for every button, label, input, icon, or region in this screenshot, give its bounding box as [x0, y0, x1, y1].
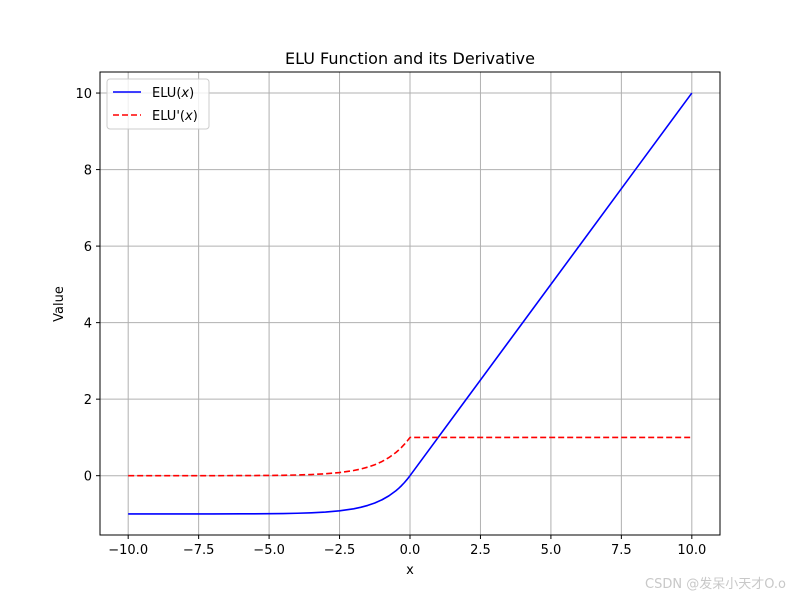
y-tick-label: 10: [75, 87, 92, 102]
x-tick-label: −2.5: [324, 543, 356, 558]
y-tick-label: 0: [84, 470, 92, 485]
legend-label: ELU'(x): [152, 109, 198, 124]
x-axis-ticks: −10.0 −7.5 −5.0 −2.5 0.0 2.5 5.0 7.5 10.0: [108, 535, 706, 558]
x-tick-label: 10.0: [677, 543, 706, 558]
chart-title: ELU Function and its Derivative: [285, 49, 535, 68]
x-tick-label: 7.5: [611, 543, 632, 558]
legend-label: ELU(x): [152, 86, 194, 101]
y-axis-ticks: 0 2 4 6 8 10: [75, 87, 100, 485]
x-tick-label: 0.0: [400, 543, 421, 558]
watermark: CSDN @发呆小天才O.o: [645, 577, 786, 592]
x-tick-label: −7.5: [183, 543, 215, 558]
grid: [100, 72, 720, 535]
y-tick-label: 2: [84, 393, 92, 408]
y-axis-label: Value: [52, 286, 67, 322]
x-axis-label: x: [406, 563, 414, 578]
x-tick-label: −5.0: [253, 543, 285, 558]
x-tick-label: −10.0: [108, 543, 148, 558]
y-tick-label: 6: [84, 240, 92, 255]
x-tick-label: 5.0: [541, 543, 562, 558]
x-tick-label: 2.5: [470, 543, 491, 558]
y-tick-label: 4: [84, 317, 92, 332]
y-tick-label: 8: [84, 164, 92, 179]
legend: ELU(x) ELU'(x): [106, 78, 210, 130]
series-line-elu-derivative: [128, 436, 692, 477]
series-lines: [128, 92, 693, 515]
